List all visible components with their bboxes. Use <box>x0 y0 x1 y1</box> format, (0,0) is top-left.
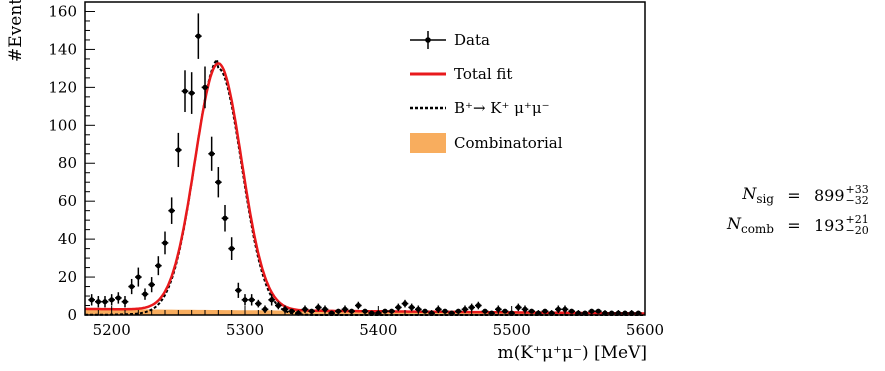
result-value: 193 <box>814 215 845 235</box>
data-point <box>181 70 189 113</box>
plot-frame <box>84 1 646 316</box>
legend-label: Data <box>454 31 490 49</box>
data-point <box>141 288 149 300</box>
x-tick-label: 5600 <box>626 321 664 339</box>
data-point <box>221 204 229 232</box>
data-point <box>101 296 109 308</box>
result-equals: = <box>787 185 801 205</box>
fit-result-signal: Nsig = 899 +33 −32 <box>706 180 869 210</box>
fit-curves-layer <box>85 57 645 316</box>
signal-curve <box>85 57 645 316</box>
x-axis-label: m(K⁺μ⁺μ⁻) [MeV] <box>497 343 647 363</box>
data-point <box>175 132 182 168</box>
legend-label: Combinatorial <box>454 134 563 152</box>
result-lower-error: −20 <box>845 224 869 237</box>
x-tick-label: 5400 <box>359 321 397 339</box>
data-point <box>241 294 249 306</box>
result-subscript: sig <box>756 192 774 207</box>
data-point <box>148 277 155 293</box>
data-point <box>475 301 482 310</box>
data-point <box>421 308 429 314</box>
data-point <box>468 303 475 312</box>
total-fit-curve <box>85 62 645 315</box>
result-equals: = <box>787 215 801 235</box>
data-point <box>261 305 269 314</box>
data-point <box>515 303 522 312</box>
data-point <box>288 308 295 314</box>
data-point <box>435 305 442 314</box>
data-point <box>155 256 162 276</box>
result-value: 899 <box>814 185 845 205</box>
data-points-layer <box>88 13 642 316</box>
data-point <box>275 301 282 310</box>
x-tick-label: 5500 <box>493 321 531 339</box>
data-point <box>208 136 215 171</box>
y-tick-label: 160 <box>48 2 77 20</box>
fit-results: Nsig = 899 +33 −32 Ncomb = 193 +21 −20 <box>706 180 869 240</box>
data-point <box>255 299 262 308</box>
data-point <box>268 294 275 306</box>
result-subscript: comb <box>740 222 774 237</box>
data-point <box>215 167 222 198</box>
legend-item: Data <box>410 31 490 49</box>
data-point <box>401 299 409 308</box>
data-point <box>168 197 175 224</box>
data-point <box>461 305 469 314</box>
legend-item: Total fit <box>410 65 512 83</box>
data-point <box>541 308 549 314</box>
result-symbol: N <box>742 183 757 203</box>
data-point <box>188 72 195 114</box>
data-point <box>301 305 309 314</box>
data-point <box>595 308 602 314</box>
fit-result-combinatorial: Ncomb = 193 +21 −20 <box>706 210 869 240</box>
data-point <box>88 294 95 306</box>
y-tick-label: 20 <box>58 268 77 286</box>
y-tick-label: 60 <box>58 192 77 210</box>
legend: Data Total fit B⁺→ K⁺ μ⁺μ⁻ Combinatorial <box>410 31 563 153</box>
data-point <box>381 308 389 314</box>
legend-label: B⁺→ K⁺ μ⁺μ⁻ <box>454 99 550 117</box>
y-tick-label: 100 <box>48 116 77 134</box>
y-tick-label: 140 <box>48 40 77 58</box>
y-tick-label: 40 <box>58 230 77 248</box>
data-point <box>248 294 255 306</box>
data-point <box>235 282 242 298</box>
y-axis-label: #Events <box>6 0 26 62</box>
data-point <box>568 308 575 314</box>
x-tick-label: 5200 <box>93 321 131 339</box>
result-upper-error: +21 <box>845 213 869 226</box>
data-point <box>528 308 535 314</box>
result-symbol: N <box>726 213 741 233</box>
data-point <box>201 66 209 109</box>
y-tick-label: 80 <box>58 154 77 172</box>
data-point <box>195 13 202 59</box>
y-tick-label: 0 <box>67 306 77 324</box>
data-point <box>128 278 135 295</box>
data-point <box>108 294 115 306</box>
data-point <box>355 301 362 310</box>
data-point <box>501 308 509 314</box>
legend-label: Total fit <box>454 65 512 83</box>
legend-item: Combinatorial <box>410 133 563 153</box>
data-point <box>161 231 169 255</box>
legend-item: B⁺→ K⁺ μ⁺μ⁻ <box>410 99 550 117</box>
data-point <box>341 305 349 314</box>
x-tick-label: 5300 <box>226 321 264 339</box>
result-upper-error: +33 <box>845 183 869 196</box>
data-point <box>135 267 142 287</box>
data-point <box>395 303 402 312</box>
y-tick-label: 120 <box>48 78 77 96</box>
data-point <box>115 292 122 304</box>
data-point <box>121 296 129 308</box>
data-point <box>228 237 235 260</box>
data-point <box>408 303 415 312</box>
axis-layer: 5200 5300 5400 5500 5600 0 20 40 60 80 100 120 140 16… <box>48 2 664 339</box>
data-point <box>95 296 102 308</box>
data-point <box>315 303 322 312</box>
data-point <box>555 305 562 314</box>
result-lower-error: −32 <box>845 194 869 207</box>
